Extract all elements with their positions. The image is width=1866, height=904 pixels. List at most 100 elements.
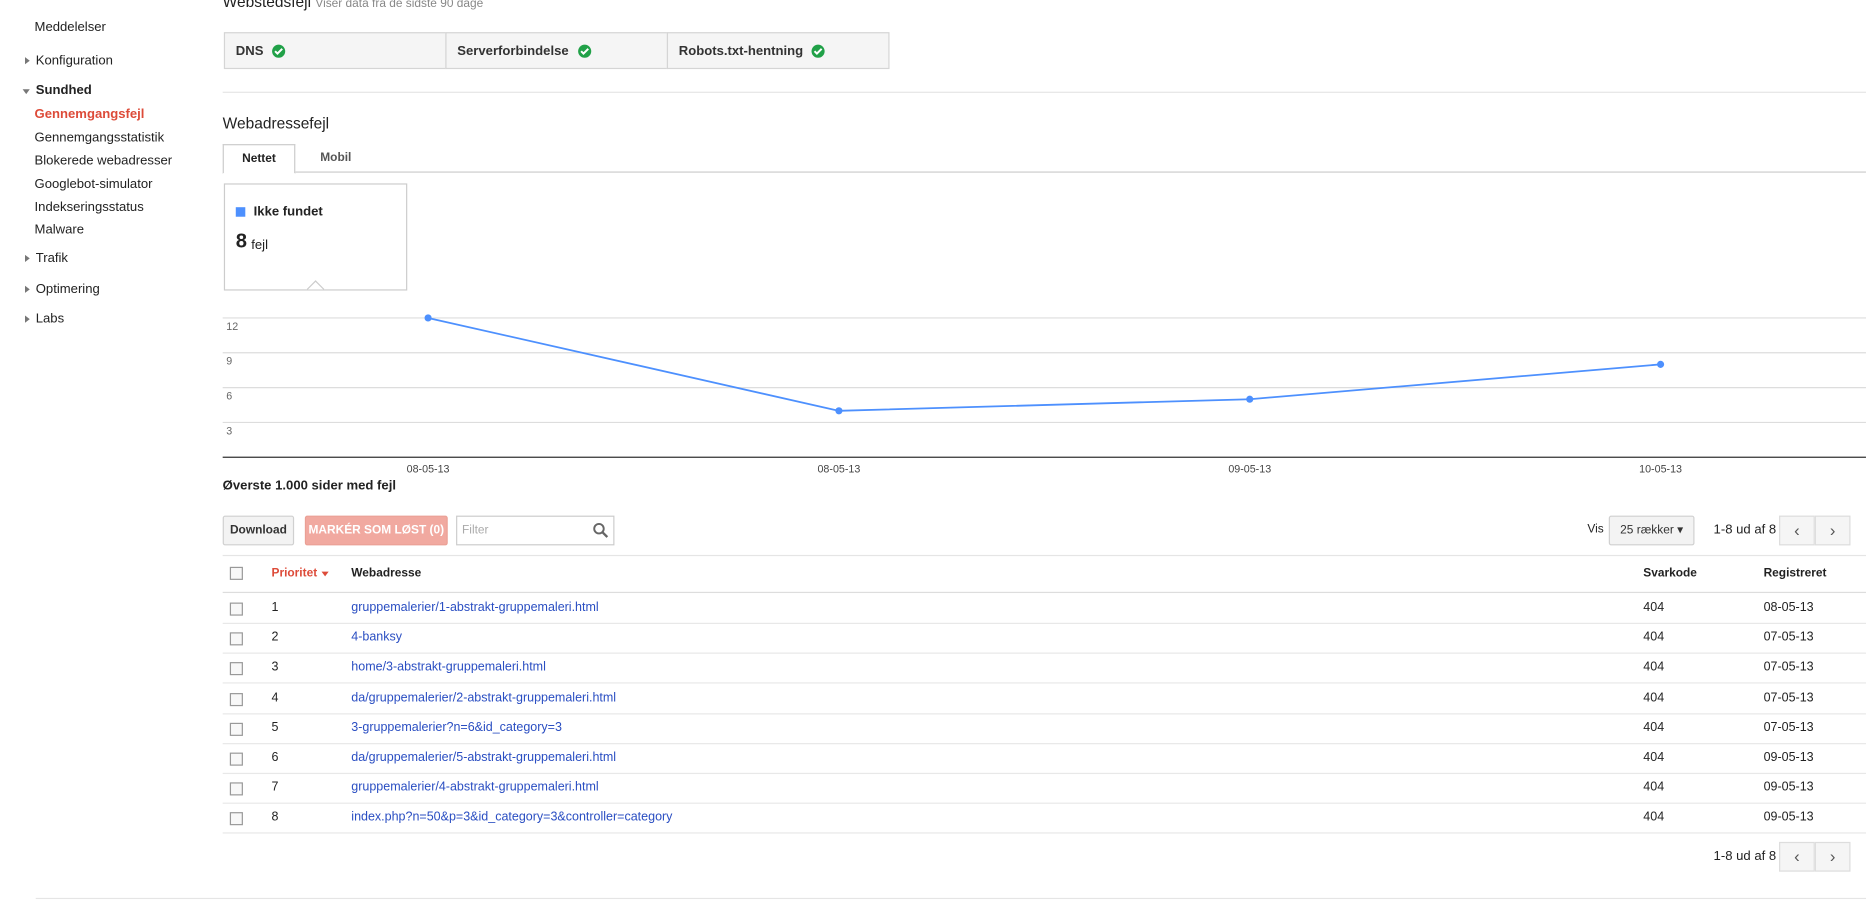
nav-item[interactable]: Gennemgangsstatistik [34,130,165,146]
next-button[interactable]: › [1814,841,1851,872]
cell: 404 [1643,810,1665,825]
row-divider [222,622,1866,624]
divider [222,91,1866,93]
y-tick-label: 6 [226,391,232,403]
nav-item[interactable]: Sundhed [35,83,92,98]
tab[interactable]: Mobil [320,151,352,165]
checkbox[interactable] [229,722,243,736]
cell: 07-05-13 [1763,720,1814,735]
chart: 3 6 9 12 08-05-13 08-05-13 09-05-13 10-05-13 [222,280,1866,476]
checkbox[interactable] [229,812,243,826]
point [1246,395,1254,403]
tab[interactable]: Nettet [222,144,296,174]
row-divider [222,802,1866,805]
cell: 1 [271,600,279,615]
site-error-cell: DNS [223,32,447,70]
label: Serverforbindelse [457,44,569,59]
checkbox[interactable] [229,782,243,796]
cell: 07-05-13 [1763,630,1814,645]
prev-button[interactable]: ‹ [1779,515,1815,546]
cell: 09-05-13 [1763,780,1814,795]
row-divider [222,682,1866,684]
cell: 8 [271,810,279,825]
checkbox[interactable] [229,752,243,766]
nav-item[interactable]: Optimering [35,282,100,297]
cell: 404 [1643,630,1665,645]
cell: 404 [1643,690,1665,705]
nav-item[interactable]: Trafik [35,251,68,266]
y-tick-label: 12 [226,321,238,333]
ok-icon [578,44,592,58]
nav-item[interactable]: Malware [34,222,85,237]
column-header: Svarkode [1643,566,1697,580]
count: 8 [235,229,248,253]
label: DNS [235,44,264,59]
cell: 3 [271,660,279,675]
label: Robots.txt-hentning [678,44,804,59]
cell: 7 [271,780,279,795]
ok-icon [272,44,286,58]
point [424,314,432,322]
site-error-cell: Serverforbindelse [445,32,669,70]
nav-item[interactable]: Labs [35,311,65,327]
checkbox[interactable] [229,662,243,676]
site-error-cell: Robots.txt-hentning [666,32,890,70]
cell: 2 [271,630,279,645]
url-link[interactable]: 3-gruppemalerier?n=6&id_category=3 [351,720,562,735]
cell: 404 [1643,780,1665,795]
show-label: Vis [1587,522,1604,536]
url-link[interactable]: home/3-abstrakt-gruppemaleri.html [351,660,546,675]
expand-arrow [25,315,30,323]
row-divider [222,772,1866,775]
checkbox[interactable] [229,692,243,706]
nav-item[interactable]: Gennemgangsfejl [34,107,145,122]
prev-button[interactable]: ‹ [1779,841,1815,872]
filter-input[interactable]: Filter [456,515,615,546]
row-divider [222,832,1866,835]
nav-item[interactable]: Konfiguration [35,53,113,68]
pager-text: 1-8 ud af 8 [1713,849,1777,864]
x-tick-label: 09-05-13 [1228,464,1271,476]
pager-text: 1-8 ud af 8 [1713,522,1777,538]
y-tick-label: 3 [226,425,232,437]
nav-item[interactable]: Blokerede webadresser [34,153,173,168]
cell: 6 [271,750,279,765]
x-tick-label: 10-05-13 [1639,464,1682,476]
expand-arrow [25,285,30,293]
next-button[interactable]: › [1814,515,1851,546]
row-divider [222,652,1866,654]
cell: 404 [1643,750,1665,765]
section-title: Webstedsfejl Viser data fra de sidste 90… [223,0,484,11]
subtitle: Viser data fra de sidste 90 dage [315,0,484,11]
url-link[interactable]: da/gruppemalerier/5-abstrakt-gruppemaler… [351,750,617,765]
url-link[interactable]: da/gruppemalerier/2-abstrakt-gruppemaler… [351,690,617,705]
cell: 08-05-13 [1763,600,1814,615]
row-divider [222,712,1866,714]
url-link[interactable]: gruppemalerier/1-abstrakt-gruppemaleri.h… [351,600,599,615]
cell: 09-05-13 [1763,810,1814,825]
checkbox[interactable] [229,632,243,646]
summary-card[interactable]: Ikke fundet 8 fejl [223,183,408,291]
line [427,317,1661,412]
mark-fixed-button[interactable]: MARKÉR SOM LØST (0) [304,515,448,546]
url-link[interactable]: index.php?n=50&p=3&id_category=3&control… [351,810,673,825]
rows-select[interactable]: 25 rækker ▾ [1608,515,1695,546]
nav-item[interactable]: Meddelelser [34,20,106,35]
url-link[interactable]: gruppemalerier/4-abstrakt-gruppemaleri.h… [351,780,599,795]
footer-line [35,897,1866,900]
nav-item[interactable]: Googlebot-simulator [34,177,153,192]
divider [222,591,1866,594]
point [835,407,843,415]
nav-item[interactable]: Indekseringsstatus [34,200,144,215]
checkbox[interactable] [229,566,243,580]
url-link[interactable]: 4-banksy [351,630,403,645]
column-header[interactable]: Prioritet [271,566,318,580]
x-tick-label: 08-05-13 [817,464,860,476]
cell: 4 [271,690,279,705]
point [1656,360,1665,368]
cell: 07-05-13 [1763,660,1814,675]
search-icon [593,522,609,538]
checkbox[interactable] [229,602,243,616]
download-button[interactable]: Download [222,515,295,546]
